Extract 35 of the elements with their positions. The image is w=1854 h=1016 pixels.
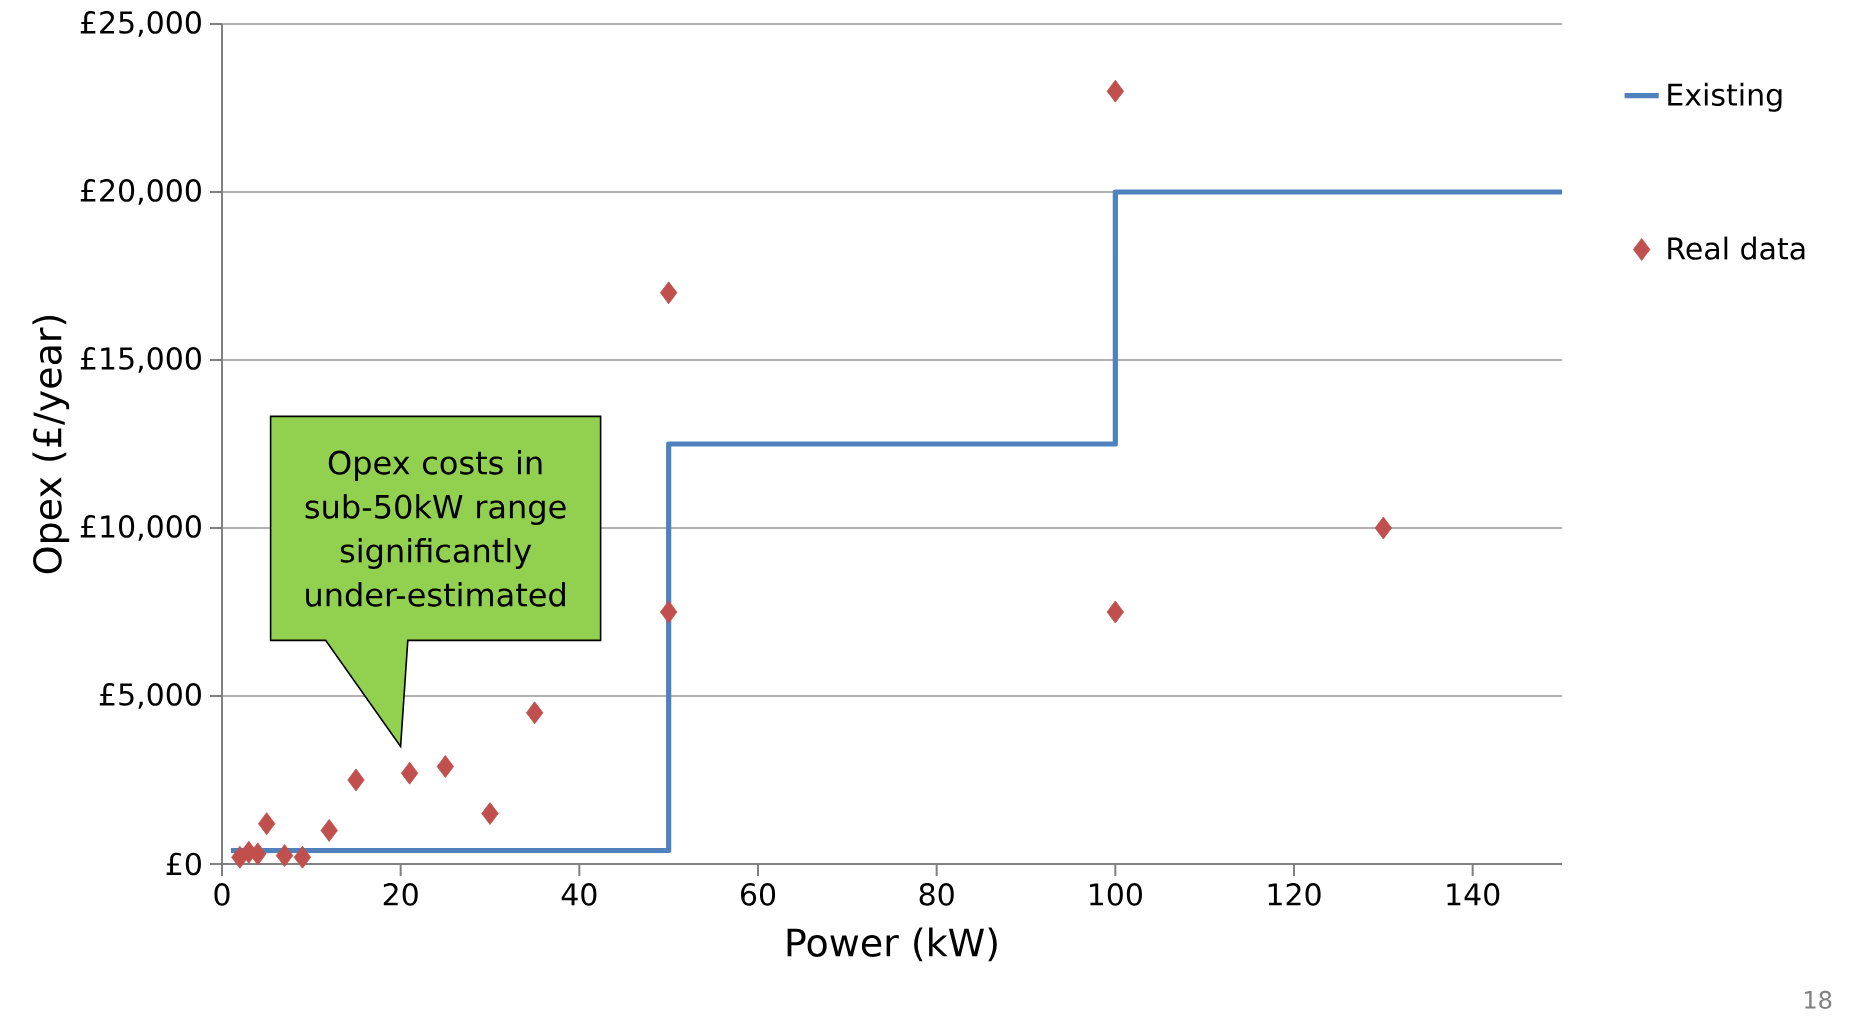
x-tick-label: 120 — [1268, 883, 1321, 906]
point — [481, 802, 499, 825]
x-tick-label: 140 — [1447, 883, 1500, 906]
point — [526, 701, 544, 725]
annotation: Opex costs in sub-50kW range significantly under-estimated — [305, 450, 566, 607]
point — [1106, 79, 1124, 103]
point — [347, 768, 365, 792]
point — [1106, 600, 1124, 624]
point — [660, 600, 678, 624]
y-tick-label: £5,000 — [99, 683, 201, 709]
text: 18 — [1805, 990, 1832, 1009]
y-axis-title: Opex (£/year) — [32, 315, 70, 574]
x-axis-title: Power (kW) — [787, 927, 997, 962]
point — [436, 755, 454, 778]
x-tick-label: 100 — [1090, 883, 1142, 906]
x-tick-label: 60 — [741, 883, 776, 906]
legend-label: Existing — [1668, 82, 1782, 112]
point — [249, 842, 267, 866]
point — [660, 281, 678, 305]
legend-label: Real data — [1668, 236, 1805, 260]
point — [1374, 516, 1392, 540]
y-tick-label: £15,000 — [80, 347, 201, 373]
point — [275, 844, 294, 867]
x-tick-label: 0 — [214, 883, 230, 906]
x-tick-label: 40 — [561, 883, 597, 906]
point — [400, 761, 419, 785]
y-tick-label: £0 — [166, 852, 201, 876]
y-tick-label: £20,000 — [80, 179, 201, 205]
point — [320, 818, 338, 842]
point — [258, 812, 276, 836]
y-tick-label: £10,000 — [80, 515, 201, 541]
point — [293, 845, 312, 869]
y-tick-label: £25,000 — [80, 11, 201, 37]
x-tick-label: 80 — [919, 883, 954, 906]
x-tick-label: 20 — [383, 883, 418, 906]
